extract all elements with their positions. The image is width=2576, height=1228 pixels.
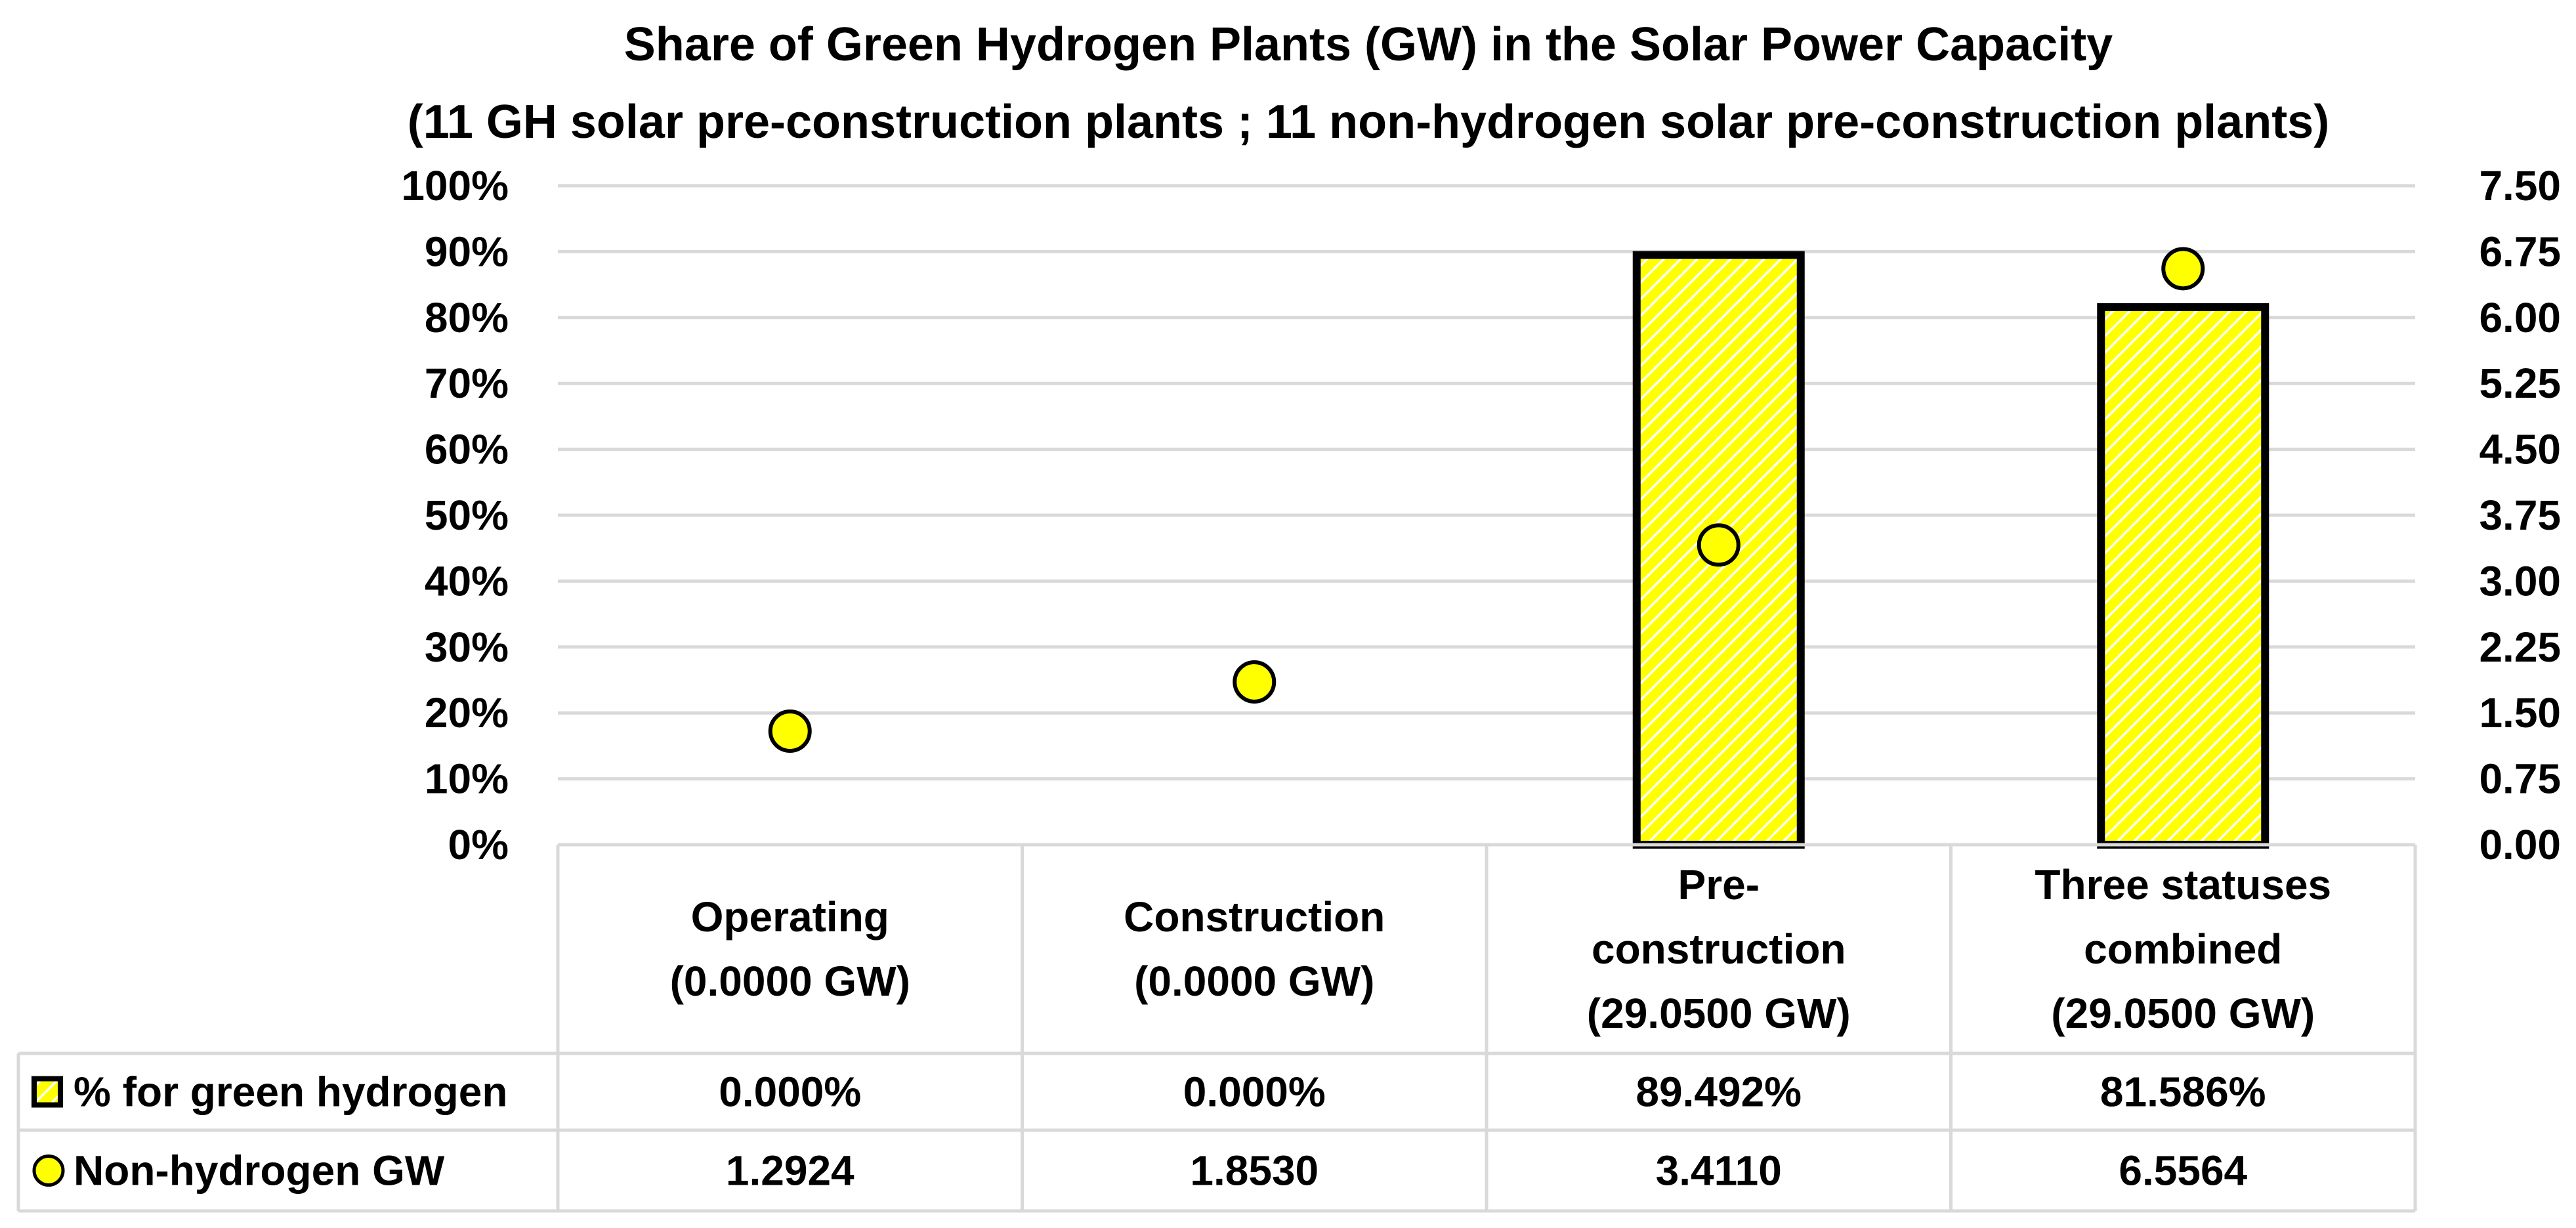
marker-point (1233, 660, 1277, 704)
legend-marker-swatch (32, 1154, 65, 1187)
category-label: (29.0500 GW) (2051, 990, 2315, 1037)
legend-bar-swatch (32, 1076, 63, 1108)
category-label: Pre- (1678, 861, 1760, 908)
right-tick-label: 5.25 (2479, 360, 2561, 407)
table-cell: 81.586% (2100, 1069, 2266, 1116)
category-label: (29.0500 GW) (1587, 990, 1851, 1037)
bar-series (1632, 251, 2270, 849)
right-tick-label: 4.50 (2479, 426, 2561, 473)
category-label: combined (2084, 925, 2282, 973)
category-label: (0.0000 GW) (1134, 958, 1374, 1005)
legend-bar-label: % for green hydrogen (74, 1069, 507, 1116)
right-tick-label: 3.75 (2479, 492, 2561, 539)
left-tick-label: 40% (425, 557, 509, 604)
right-tick-label: 6.75 (2479, 228, 2561, 275)
left-tick-label: 50% (425, 492, 509, 539)
left-tick-label: 70% (425, 360, 509, 407)
right-axis-ticks: 0.00 0.75 1.50 2.25 3.00 3.75 4.50 5.25 6.00 6.75… (2479, 162, 2561, 868)
marker-point (768, 709, 812, 753)
right-tick-label: 0.00 (2479, 821, 2561, 868)
right-tick-label: 6.00 (2479, 294, 2561, 341)
legend-marker-label: Non-hydrogen GW (74, 1147, 445, 1195)
left-tick-label: 10% (425, 755, 509, 803)
left-tick-label: 30% (425, 624, 509, 671)
category-label: (0.0000 GW) (670, 958, 910, 1005)
category-label: Construction (1124, 893, 1385, 941)
right-tick-label: 2.25 (2479, 624, 2561, 671)
table-cell: 1.2924 (726, 1147, 855, 1195)
right-tick-label: 3.00 (2479, 557, 2561, 604)
left-tick-label: 20% (425, 689, 509, 736)
left-tick-label: 60% (425, 426, 509, 473)
left-tick-label: 100% (401, 162, 509, 209)
right-tick-label: 7.50 (2479, 162, 2561, 209)
right-tick-label: 1.50 (2479, 689, 2561, 736)
right-tick-label: 0.75 (2479, 755, 2561, 803)
table-cell: 89.492% (1636, 1069, 1802, 1116)
data-table: Operating (0.0000 GW) Construction (0.0000 … (16, 843, 2417, 1213)
chart-title: Share of Green Hydrogen Plants (GW) in t… (624, 18, 2113, 71)
table-cell: 0.000% (1183, 1069, 1326, 1116)
category-label: Operating (691, 893, 889, 941)
bar (2097, 303, 2270, 849)
category-label: construction (1592, 925, 1846, 973)
left-tick-label: 90% (425, 228, 509, 275)
chart-subtitle: (11 GH solar pre-construction plants ; 1… (408, 96, 2329, 148)
marker-series (768, 247, 2205, 753)
table-cell: 6.5564 (2119, 1147, 2247, 1195)
table-cell: 3.4110 (1656, 1147, 1782, 1195)
left-tick-label: 0% (448, 821, 509, 868)
marker-point (1697, 523, 1741, 567)
gridlines (558, 184, 2415, 781)
table-cell: 0.000% (719, 1069, 861, 1116)
left-axis-ticks: 0% 10% 20% 30% 40% 50% 60% 70% 80% 90% 100% (401, 162, 509, 868)
table-cell: 1.8530 (1190, 1147, 1319, 1195)
left-tick-label: 80% (425, 294, 509, 341)
category-label: Three statuses (2035, 861, 2331, 908)
marker-point (2161, 247, 2205, 291)
